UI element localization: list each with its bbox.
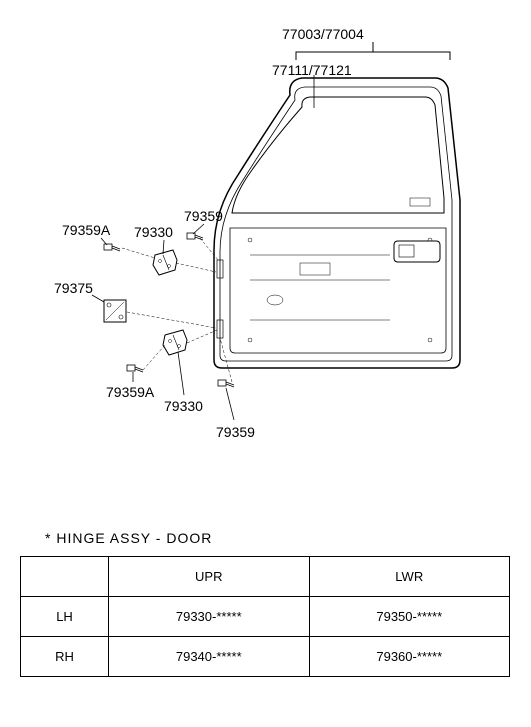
- door-svg: [0, 0, 531, 500]
- cell-upr: 79330-*****: [109, 597, 309, 637]
- label-frame: 77111/77121: [272, 62, 352, 78]
- hinge-table: UPR LWR LH 79330-***** 79350-***** RH 79…: [20, 556, 510, 677]
- parts-diagram: 77003/77004 77111/77121 79359 79330 7935…: [0, 0, 531, 500]
- th-blank: [21, 557, 109, 597]
- table-row: RH 79340-***** 79360-*****: [21, 637, 510, 677]
- label-bolt-lower: 79359: [216, 424, 255, 440]
- hinge-table-section: * HINGE ASSY - DOOR UPR LWR LH 79330-***…: [20, 530, 510, 677]
- cell-lwr: 79350-*****: [309, 597, 510, 637]
- label-checker: 79375: [54, 280, 93, 296]
- table-header-row: UPR LWR: [21, 557, 510, 597]
- cell-upr: 79340-*****: [109, 637, 309, 677]
- cell-side: RH: [21, 637, 109, 677]
- table-title: * HINGE ASSY - DOOR: [45, 530, 510, 546]
- label-bolt-ul: 79359A: [62, 222, 110, 238]
- cell-side: LH: [21, 597, 109, 637]
- label-bolt-upper: 79359: [184, 208, 223, 224]
- th-lwr: LWR: [309, 557, 510, 597]
- label-hinge-lower: 79330: [164, 398, 203, 414]
- th-upr: UPR: [109, 557, 309, 597]
- table-row: LH 79330-***** 79350-*****: [21, 597, 510, 637]
- label-bolt-ll: 79359A: [106, 384, 154, 400]
- label-assembly: 77003/77004: [282, 26, 364, 42]
- cell-lwr: 79360-*****: [309, 637, 510, 677]
- label-hinge-upper: 79330: [134, 224, 173, 240]
